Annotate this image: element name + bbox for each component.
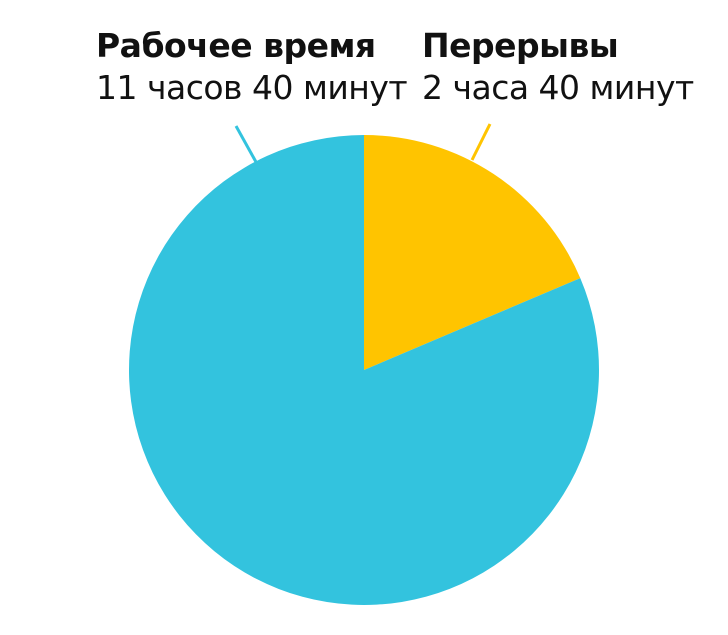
legend-label-work-time: Рабочее время 11 часов 40 минут (96, 26, 408, 163)
pie-slice-breaks (364, 135, 581, 370)
slice-value-work-time: 11 часов 40 минут (96, 68, 407, 107)
leader-line-work-time (234, 125, 258, 163)
pie-slices (128, 134, 599, 605)
leader-line-breaks (470, 123, 492, 161)
slice-label-work-time: Рабочее время (96, 26, 376, 65)
slice-value-breaks: 2 часа 40 минут (422, 68, 694, 107)
slice-label-breaks: Перерывы (422, 26, 618, 65)
pie-slice-work-time (128, 134, 599, 605)
legend-label-breaks: Перерывы 2 часа 40 минут (422, 26, 694, 161)
